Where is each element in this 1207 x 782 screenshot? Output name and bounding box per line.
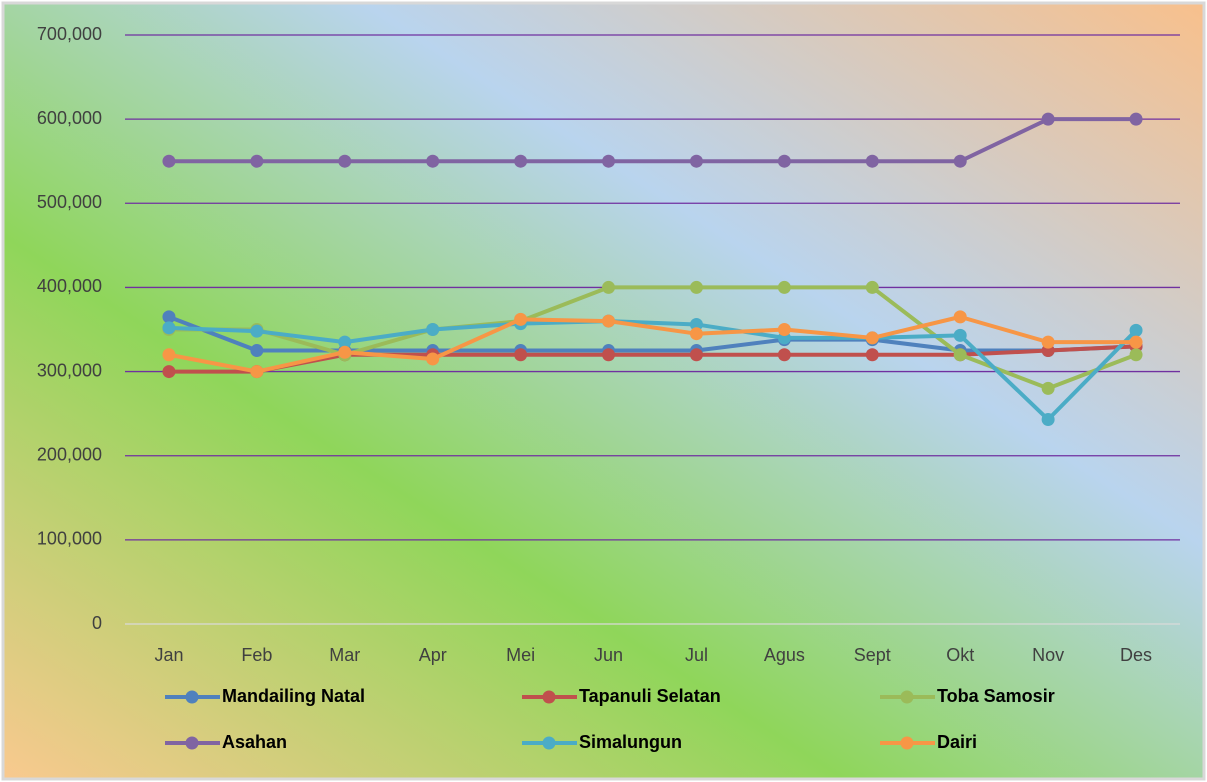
data-point xyxy=(602,348,616,362)
y-tick-label: 600,000 xyxy=(37,108,102,128)
data-point xyxy=(426,352,440,366)
x-tick-label: Sept xyxy=(854,645,891,665)
data-point xyxy=(338,345,352,359)
data-point xyxy=(338,154,352,168)
y-tick-label: 200,000 xyxy=(37,444,102,464)
data-point xyxy=(1041,335,1055,349)
data-point xyxy=(514,312,528,326)
data-point xyxy=(1041,413,1055,427)
data-point xyxy=(865,348,879,362)
y-tick-label: 400,000 xyxy=(37,276,102,296)
data-point xyxy=(1129,112,1143,126)
data-point xyxy=(777,348,791,362)
data-point xyxy=(689,348,703,362)
legend-label: Asahan xyxy=(222,732,287,752)
legend-marker xyxy=(542,736,556,750)
legend-label: Mandailing Natal xyxy=(222,686,365,706)
x-tick-label: Okt xyxy=(946,645,974,665)
data-point xyxy=(162,154,176,168)
data-point xyxy=(953,348,967,362)
data-point xyxy=(1129,335,1143,349)
data-point xyxy=(162,365,176,379)
data-point xyxy=(250,365,264,379)
x-tick-label: Jun xyxy=(594,645,623,665)
y-tick-label: 500,000 xyxy=(37,192,102,212)
legend-label: Dairi xyxy=(937,732,977,752)
legend-marker xyxy=(900,690,914,704)
x-tick-label: Mei xyxy=(506,645,535,665)
series-line xyxy=(168,314,1137,374)
data-point xyxy=(865,280,879,294)
series-line xyxy=(168,285,1137,391)
x-tick-label: Des xyxy=(1120,645,1152,665)
x-tick-label: Apr xyxy=(419,645,447,665)
y-tick-label: 700,000 xyxy=(37,24,102,44)
data-point xyxy=(689,317,703,331)
data-point xyxy=(426,323,440,336)
legend-label: Tapanuli Selatan xyxy=(579,686,721,706)
data-point xyxy=(953,154,967,168)
series-line xyxy=(168,344,1137,374)
y-tick-label: 100,000 xyxy=(37,529,102,549)
data-point xyxy=(426,154,440,168)
data-point xyxy=(777,323,791,336)
data-point xyxy=(689,154,703,168)
series-line xyxy=(168,319,1138,422)
series-line xyxy=(168,117,1137,164)
data-point xyxy=(162,321,176,335)
legend-marker xyxy=(542,690,556,704)
x-tick-label: Nov xyxy=(1032,645,1064,665)
data-point xyxy=(689,280,703,294)
x-tick-label: Jan xyxy=(154,645,183,665)
y-tick-label: 300,000 xyxy=(37,360,102,380)
data-point xyxy=(1129,323,1143,337)
data-point xyxy=(777,280,791,294)
data-point xyxy=(865,331,879,345)
data-point xyxy=(1041,381,1055,395)
legend-marker xyxy=(185,690,199,704)
data-point xyxy=(250,154,264,168)
data-point xyxy=(514,154,528,168)
data-point xyxy=(777,154,791,168)
legend-label: Simalungun xyxy=(579,732,682,752)
x-tick-label: Mar xyxy=(329,645,360,665)
data-point xyxy=(865,154,879,168)
legend-label: Toba Samosir xyxy=(937,686,1055,706)
data-point xyxy=(1129,348,1143,362)
x-tick-label: Feb xyxy=(241,645,272,665)
data-point xyxy=(250,324,264,338)
data-point xyxy=(162,348,176,362)
data-point xyxy=(689,327,703,341)
data-point xyxy=(953,328,967,342)
legend-marker xyxy=(185,736,199,750)
data-point xyxy=(602,154,616,168)
data-point xyxy=(162,310,176,324)
x-tick-label: Agus xyxy=(764,645,805,665)
data-point xyxy=(602,314,616,328)
data-point xyxy=(602,280,616,294)
data-point xyxy=(953,310,967,324)
y-tick-label: 0 xyxy=(92,613,102,633)
data-point xyxy=(338,335,352,349)
data-point xyxy=(1041,112,1055,126)
data-point xyxy=(250,344,264,358)
x-tick-label: Jul xyxy=(685,645,708,665)
legend-marker xyxy=(900,736,914,750)
data-point xyxy=(514,348,528,362)
